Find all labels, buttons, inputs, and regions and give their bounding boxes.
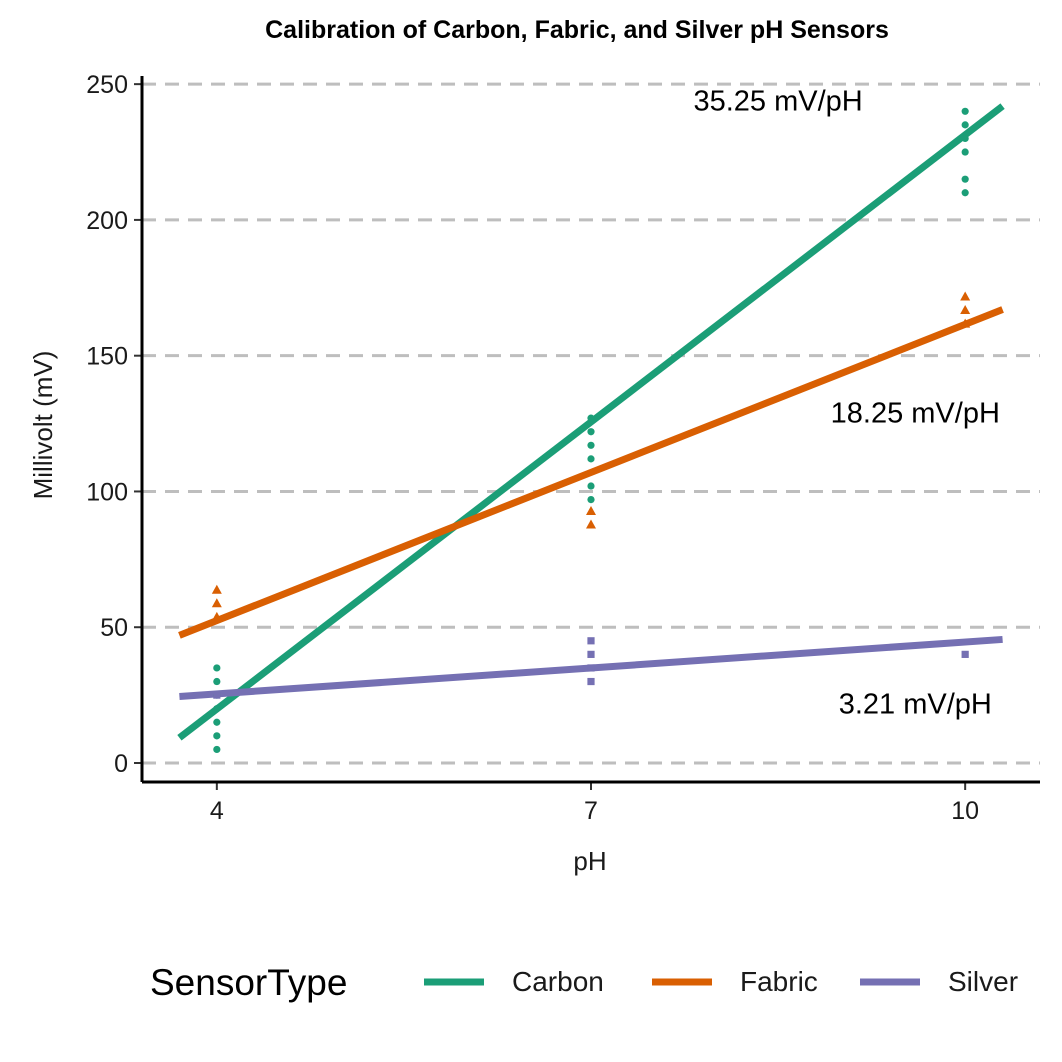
fabric-point-2 <box>211 584 222 594</box>
silver-point-4 <box>587 637 595 645</box>
silver-point-2 <box>587 664 595 672</box>
fabric-point-6 <box>960 305 971 315</box>
fit-line-fabric <box>178 306 1004 639</box>
y-tick-label-200: 200 <box>86 207 128 235</box>
slope-annotations: 35.25 mV/pH 18.25 mV/pH 3.21 mV/pH <box>693 85 999 720</box>
x-axis-title: pH <box>573 846 606 876</box>
carbon-point-16 <box>961 134 969 143</box>
fabric-point-7 <box>960 291 971 301</box>
x-tick-label-10: 10 <box>951 797 979 825</box>
fabric-point-0 <box>211 611 222 621</box>
x-tick-label-4: 4 <box>210 797 224 825</box>
legend-label-silver: Silver <box>948 966 1018 997</box>
y-tick-label-100: 100 <box>86 478 128 506</box>
carbon-point-10 <box>587 441 595 449</box>
silver-point-3 <box>587 650 595 658</box>
y-tick-label-150: 150 <box>86 343 128 371</box>
carbon-point-15 <box>961 148 969 156</box>
carbon-point-14 <box>961 175 969 183</box>
carbon-point-17 <box>961 121 969 129</box>
carbon-point-1 <box>213 732 221 740</box>
fabric-point-5 <box>960 318 971 328</box>
carbon-point-13 <box>961 189 969 197</box>
carbon-point-3 <box>213 705 221 713</box>
carbon-point-6 <box>213 664 221 672</box>
legend-label-fabric: Fabric <box>740 966 818 997</box>
y-tick-label-250: 250 <box>86 71 128 99</box>
carbon-point-11 <box>587 428 595 436</box>
fabric-point-1 <box>211 598 222 608</box>
chart-title: Calibration of Carbon, Fabric, and Silve… <box>265 16 889 44</box>
fit-line-carbon <box>177 103 1005 741</box>
carbon-point-5 <box>213 677 221 686</box>
data-points <box>211 107 971 754</box>
carbon-point-8 <box>587 482 595 490</box>
legend-label-carbon: Carbon <box>512 966 604 997</box>
axes: 0 50 100 150 200 250 4 7 10 <box>86 71 1040 825</box>
fabric-point-4 <box>586 505 596 515</box>
x-tick-label-7: 7 <box>584 797 598 825</box>
slope-label-silver: 3.21 mV/pH <box>839 688 992 720</box>
carbon-point-2 <box>213 718 221 726</box>
legend: SensorType Carbon Fabric Silver <box>150 962 1018 1003</box>
slope-label-fabric: 18.25 mV/pH <box>831 398 1000 430</box>
y-tick-label-50: 50 <box>100 614 128 642</box>
carbon-point-18 <box>961 107 969 115</box>
y-axis-title: Millivolt (mV) <box>28 351 58 500</box>
carbon-point-0 <box>213 745 221 754</box>
legend-title: SensorType <box>150 962 347 1003</box>
silver-point-1 <box>587 677 595 686</box>
slope-label-carbon: 35.25 mV/pH <box>693 85 862 117</box>
carbon-point-9 <box>587 455 595 463</box>
fabric-point-3 <box>586 519 596 529</box>
carbon-point-12 <box>587 414 595 422</box>
y-tick-label-0: 0 <box>114 750 128 778</box>
grid-layer <box>142 82 1040 765</box>
silver-point-0 <box>213 691 221 699</box>
carbon-point-7 <box>587 496 595 504</box>
silver-point-5 <box>961 650 969 658</box>
